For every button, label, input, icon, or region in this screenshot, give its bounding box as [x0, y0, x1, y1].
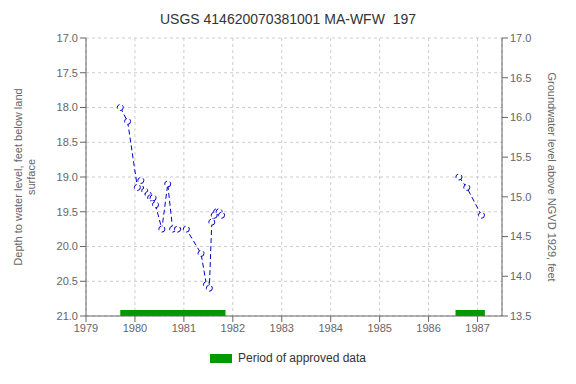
- svg-text:14.0: 14.0: [510, 270, 531, 282]
- svg-text:1985: 1985: [367, 322, 391, 334]
- svg-text:Groundwater level above NGVD 1: Groundwater level above NGVD 1929, feet: [546, 72, 558, 281]
- svg-text:1984: 1984: [318, 322, 342, 334]
- svg-text:16.5: 16.5: [510, 72, 531, 84]
- svg-text:19.5: 19.5: [57, 206, 78, 218]
- svg-text:1981: 1981: [172, 322, 196, 334]
- svg-text:20.0: 20.0: [57, 240, 78, 252]
- svg-text:18.5: 18.5: [57, 136, 78, 148]
- svg-text:21.0: 21.0: [57, 310, 78, 322]
- svg-text:14.5: 14.5: [510, 230, 531, 242]
- svg-text:1987: 1987: [465, 322, 489, 334]
- svg-text:Depth to water level, feet bel: Depth to water level, feet below landsur…: [12, 88, 37, 265]
- svg-text:16.0: 16.0: [510, 111, 531, 123]
- svg-text:1982: 1982: [221, 322, 245, 334]
- html-text:Period of approved data: Period of approved data: [238, 351, 366, 365]
- svg-text:17.0: 17.0: [510, 32, 531, 44]
- svg-text:19.0: 19.0: [57, 171, 78, 183]
- svg-text:1986: 1986: [416, 322, 440, 334]
- svg-text:1980: 1980: [123, 322, 147, 334]
- svg-text:1979: 1979: [74, 322, 98, 334]
- svg-text:15.5: 15.5: [510, 151, 531, 163]
- svg-text:17.5: 17.5: [57, 67, 78, 79]
- svg-text:1983: 1983: [270, 322, 294, 334]
- svg-text:17.0: 17.0: [57, 32, 78, 44]
- svg-text:13.5: 13.5: [510, 310, 531, 322]
- html-text:USGS 414620070381001 MA-WFW 19: USGS 414620070381001 MA-WFW 197: [160, 11, 416, 27]
- svg-text:18.0: 18.0: [57, 101, 78, 113]
- svg-text:20.5: 20.5: [57, 275, 78, 287]
- svg-text:15.0: 15.0: [510, 191, 531, 203]
